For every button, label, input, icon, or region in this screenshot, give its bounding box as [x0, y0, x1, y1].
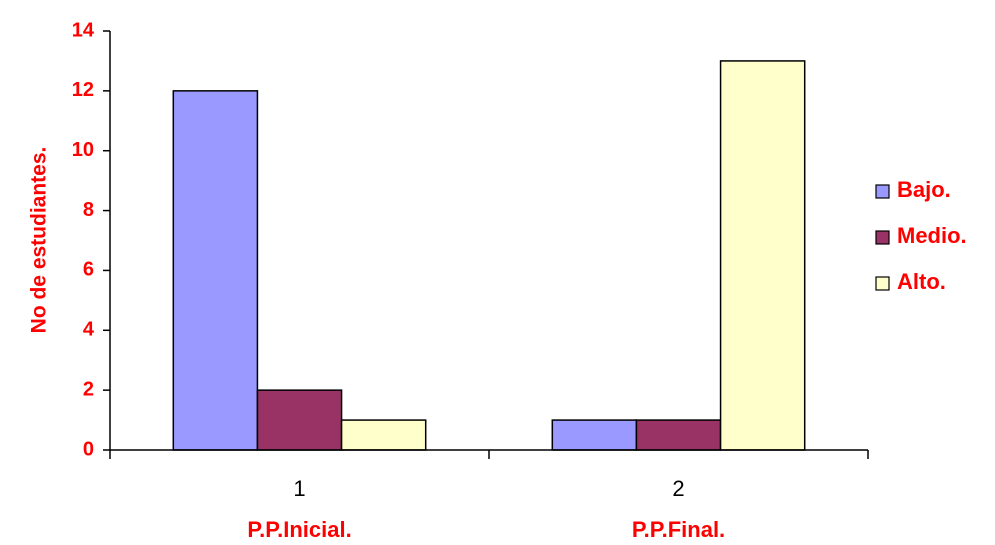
- y-tick-label: 2: [83, 378, 94, 400]
- legend-swatch: [875, 276, 890, 291]
- bar-alto-2: [719, 60, 806, 451]
- bar-bajo-1: [172, 90, 259, 451]
- bar-bajo-2: [551, 419, 638, 451]
- x-category-label: 1: [293, 476, 305, 501]
- y-tick-label: 0: [83, 438, 94, 460]
- bars-layer: [172, 60, 806, 451]
- legend-label: Alto.: [897, 269, 946, 294]
- y-axis-title: No de estudiantes.: [28, 147, 51, 334]
- bar-medio-2: [635, 419, 722, 451]
- x-category-label: 2: [672, 476, 684, 501]
- legend-swatch: [875, 184, 890, 199]
- x-group-label: P.P.Final.: [632, 517, 725, 542]
- bar-medio-1: [256, 389, 343, 451]
- y-tick-label: 10: [72, 139, 94, 161]
- y-tick-label: 4: [83, 319, 95, 341]
- legend-swatch: [875, 230, 890, 245]
- legend-label: Medio.: [897, 223, 967, 248]
- y-tick-label: 8: [83, 199, 94, 221]
- legend: Bajo. Medio. Alto.: [875, 177, 967, 294]
- x-group-label: P.P.Inicial.: [247, 517, 351, 542]
- x-ticks-layer: 1 P.P.Inicial. 2 P.P.Final.: [109, 450, 869, 542]
- y-tick-label: 12: [72, 79, 94, 101]
- y-ticks-layer: 0 2 4 6 8 10 12 14: [72, 19, 110, 460]
- legend-label: Bajo.: [897, 177, 951, 202]
- y-tick-label: 14: [72, 19, 95, 41]
- y-tick-label: 6: [83, 259, 94, 281]
- bar-alto-1: [340, 419, 427, 451]
